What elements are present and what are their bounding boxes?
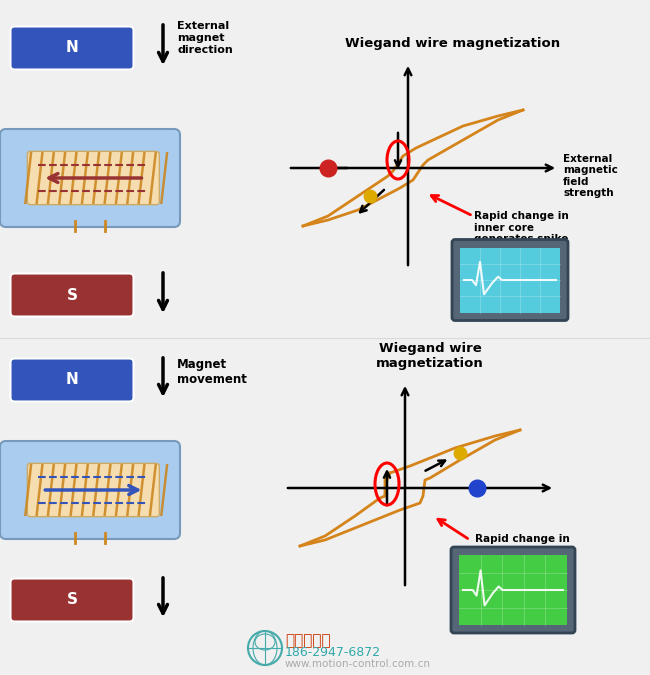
FancyBboxPatch shape — [0, 129, 180, 227]
Text: Rapid change in
inner core
generates spike: Rapid change in inner core generates spi… — [475, 534, 570, 567]
FancyBboxPatch shape — [10, 26, 133, 70]
Bar — [459, 555, 567, 625]
Text: Wiegand wire
magnetization: Wiegand wire magnetization — [376, 342, 484, 370]
FancyBboxPatch shape — [10, 273, 133, 317]
Bar — [460, 248, 560, 313]
Text: www.motion-control.com.cn: www.motion-control.com.cn — [285, 659, 431, 669]
FancyBboxPatch shape — [27, 463, 159, 516]
Text: Magnet
movement: Magnet movement — [177, 358, 247, 386]
Text: S: S — [66, 593, 77, 608]
FancyBboxPatch shape — [10, 578, 133, 622]
FancyBboxPatch shape — [0, 441, 180, 539]
FancyBboxPatch shape — [451, 547, 575, 633]
FancyBboxPatch shape — [452, 240, 568, 321]
Text: 186-2947-6872: 186-2947-6872 — [285, 647, 381, 659]
Text: Rapid change in
inner core
generates spike: Rapid change in inner core generates spi… — [474, 211, 569, 244]
Text: 西安德伍拓: 西安德伍拓 — [285, 634, 331, 649]
Text: N: N — [66, 40, 79, 55]
Text: External
magnet
direction: External magnet direction — [177, 22, 233, 55]
FancyBboxPatch shape — [27, 151, 159, 205]
Text: Wiegand wire magnetization: Wiegand wire magnetization — [345, 37, 560, 50]
Text: N: N — [66, 373, 79, 387]
FancyBboxPatch shape — [10, 358, 133, 402]
Text: External
magnetic
field
strength: External magnetic field strength — [563, 154, 618, 198]
Text: S: S — [66, 288, 77, 302]
